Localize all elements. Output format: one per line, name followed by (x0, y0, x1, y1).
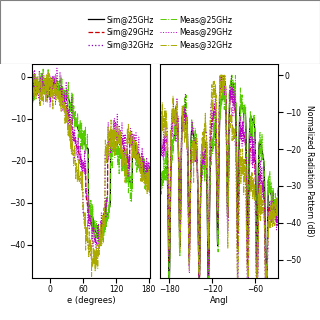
Sim@25GHz (148, 177, 152, 180)
Sim@32GHz (148, 180, 152, 184)
Sim@32GHz (92, 260, 96, 263)
Sim@25GHz (87, 203, 91, 207)
Meas@25GHz (96, 244, 100, 248)
Meas@29GHz (30, 88, 34, 92)
Sim@32GHz (86, 244, 90, 248)
Meas@29GHz (87, 228, 91, 232)
Line: Meas@29GHz: Meas@29GHz (32, 68, 150, 250)
Meas@25GHz (87, 213, 91, 217)
Sim@25GHz (98, 235, 101, 238)
Meas@32GHz (30, 72, 34, 76)
Sim@25GHz (86, 147, 90, 151)
Sim@25GHz (146, 175, 150, 179)
Sim@25GHz (127, 178, 131, 181)
Meas@32GHz (146, 179, 150, 182)
Line: Sim@25GHz: Sim@25GHz (32, 85, 150, 236)
Meas@32GHz (37, 70, 41, 74)
Sim@32GHz (146, 179, 150, 183)
Sim@32GHz (101, 225, 105, 229)
Sim@25GHz (94, 231, 98, 235)
Meas@29GHz (128, 168, 132, 172)
Meas@32GHz (90, 275, 93, 278)
Legend: Sim@25GHz, Sim@29GHz, Sim@32GHz, Meas@25GHz, Meas@29GHz, Meas@32GHz: Sim@25GHz, Sim@29GHz, Sim@32GHz, Meas@25… (84, 11, 236, 53)
Sim@32GHz (30, 85, 34, 89)
Meas@32GHz (95, 244, 99, 248)
Meas@29GHz (146, 160, 150, 164)
Meas@32GHz (101, 216, 105, 220)
Meas@25GHz (101, 226, 105, 230)
X-axis label: e (degrees): e (degrees) (67, 296, 116, 305)
Meas@25GHz (94, 220, 98, 223)
Meas@29GHz (97, 248, 101, 252)
Line: Sim@32GHz: Sim@32GHz (32, 87, 150, 261)
Meas@32GHz (148, 195, 152, 199)
Line: Meas@25GHz: Meas@25GHz (32, 69, 150, 246)
Meas@25GHz (87, 207, 91, 211)
Meas@25GHz (41, 67, 45, 71)
Sim@25GHz (30, 83, 34, 87)
Sim@32GHz (87, 247, 91, 251)
Sim@29GHz (101, 219, 105, 222)
Meas@32GHz (128, 142, 132, 146)
Meas@29GHz (101, 222, 105, 226)
Sim@25GHz (101, 231, 105, 235)
Line: Meas@32GHz: Meas@32GHz (32, 72, 150, 276)
Meas@29GHz (94, 239, 98, 243)
Meas@25GHz (30, 71, 34, 75)
Meas@25GHz (146, 182, 150, 186)
Meas@32GHz (87, 230, 91, 234)
Meas@29GHz (148, 158, 152, 162)
Sim@29GHz (148, 170, 152, 174)
Meas@25GHz (128, 163, 132, 167)
Sim@32GHz (127, 137, 131, 141)
Sim@29GHz (52, 84, 56, 88)
Meas@29GHz (87, 221, 91, 225)
Sim@29GHz (146, 169, 150, 172)
Sim@29GHz (87, 209, 91, 212)
Y-axis label: Normalized Radiation Pattern (dB): Normalized Radiation Pattern (dB) (305, 106, 314, 237)
Sim@29GHz (128, 164, 132, 168)
Sim@29GHz (87, 212, 91, 216)
Sim@29GHz (30, 85, 34, 89)
Sim@32GHz (94, 257, 98, 261)
X-axis label: Angl: Angl (210, 296, 228, 305)
Line: Sim@29GHz: Sim@29GHz (32, 86, 150, 236)
Meas@32GHz (87, 244, 91, 248)
Meas@25GHz (148, 177, 152, 180)
Sim@29GHz (95, 235, 99, 238)
Sim@29GHz (94, 234, 98, 238)
Meas@29GHz (55, 66, 59, 70)
